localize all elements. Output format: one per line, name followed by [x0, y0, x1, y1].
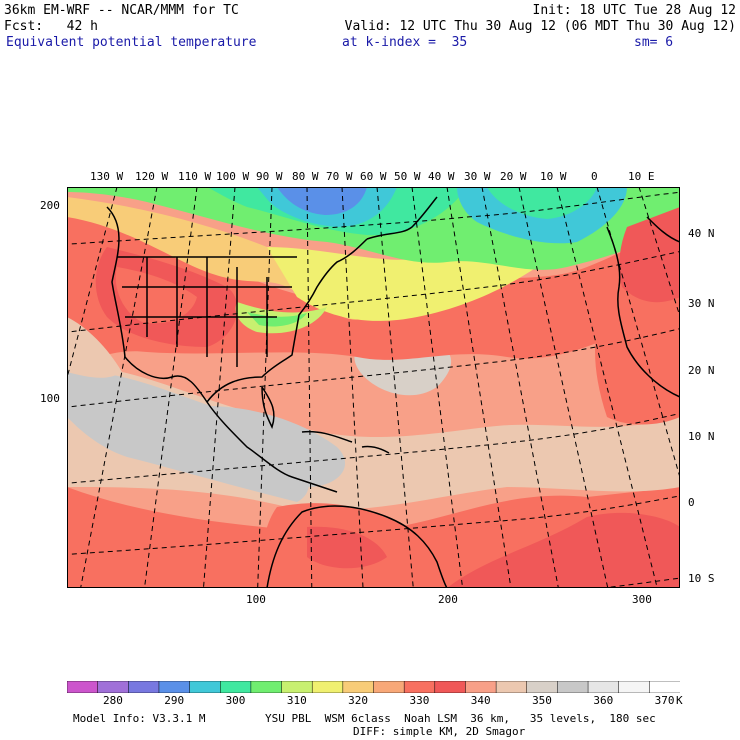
- lat-label: 10 S: [688, 572, 715, 585]
- lon-label: 50 W: [394, 170, 421, 183]
- colorbar-tick-label: 370: [654, 694, 675, 707]
- field-fill: [267, 247, 537, 321]
- colorbar-swatch: [281, 681, 313, 693]
- colorbar-swatch: [465, 681, 497, 693]
- grid-x-label: 300: [632, 593, 652, 606]
- level-label: at k-index = 35: [342, 35, 468, 50]
- lon-label: 10 E: [628, 170, 655, 183]
- physics-info: YSU PBL WSM 6class Noah LSM 36 km, 35 le…: [265, 712, 656, 725]
- colorbar-tick-label: 290: [164, 694, 185, 707]
- colorbar-swatch: [67, 681, 99, 693]
- field-fill: [447, 512, 680, 588]
- lon-label: 0: [591, 170, 598, 183]
- grid-x-label: 200: [438, 593, 458, 606]
- colorbar-swatch: [403, 681, 436, 693]
- field-fill: [307, 526, 387, 569]
- colorbar-swatch: [587, 681, 620, 693]
- colorbar-swatch: [649, 681, 680, 693]
- init-time: Init: 18 UTC Tue 28 Aug 12: [532, 3, 737, 18]
- field-fill: [67, 197, 367, 320]
- diffusion-info: DIFF: simple KM, 2D Smagor: [353, 725, 526, 738]
- colorbar-swatch: [557, 681, 589, 693]
- colorbar-swatch: [158, 681, 191, 693]
- grid-x-label: 100: [246, 593, 266, 606]
- lon-label: 30 W: [464, 170, 491, 183]
- grid-y-label: 200: [40, 199, 60, 212]
- field-fill: [619, 207, 680, 303]
- colorbar-swatch: [373, 681, 405, 693]
- lon-label: 40 W: [428, 170, 455, 183]
- colorbar-tick-label: 340: [470, 694, 491, 707]
- graticule: [67, 187, 680, 588]
- field-name: Equivalent potential temperature: [6, 35, 257, 50]
- lon-label: 70 W: [326, 170, 353, 183]
- field-fill: [247, 312, 307, 327]
- smoothing-label: sm= 6: [634, 35, 674, 50]
- lon-label: 80 W: [292, 170, 319, 183]
- lat-label: 40 N: [688, 227, 715, 240]
- model-title: 36km EM-WRF -- NCAR/MMM for TC: [4, 3, 239, 18]
- lon-label: 110 W: [178, 170, 212, 183]
- colorbar-tick-label: 310: [286, 694, 307, 707]
- colorbar-tick-label: 300: [225, 694, 246, 707]
- grid-y-label: 100: [40, 392, 60, 405]
- field-fill: [487, 187, 597, 219]
- colorbar: [67, 681, 680, 693]
- lon-label: 20 W: [500, 170, 527, 183]
- field-fill: [67, 317, 122, 378]
- colorbar-swatch: [495, 681, 528, 693]
- colorbar-swatch: [342, 681, 375, 693]
- lon-label: 90 W: [256, 170, 283, 183]
- lon-label: 10 W: [540, 170, 567, 183]
- valid-time: Valid: 12 UTC Thu 30 Aug 12 (06 MDT Thu …: [344, 19, 736, 34]
- map-frame: [67, 187, 680, 588]
- colorbar-tick-label: 280: [102, 694, 123, 707]
- colorbar-tick-label: 350: [532, 694, 552, 707]
- coastlines: [106, 196, 680, 588]
- lon-label: 120 W: [135, 170, 169, 183]
- theta-e-map: [67, 187, 680, 588]
- colorbar-swatch: [189, 681, 221, 693]
- colorbar-swatch: [618, 681, 651, 693]
- colorbar-swatch: [220, 681, 252, 693]
- colorbar-swatch: [128, 681, 160, 693]
- forecast-hour: Fcst: 42 h: [4, 19, 98, 34]
- colorbar-swatch: [97, 681, 130, 693]
- lat-label: 0: [688, 496, 695, 509]
- colorbar-swatch: [311, 681, 344, 693]
- colorbar-swatch: [526, 681, 559, 693]
- lat-label: 10 N: [688, 430, 715, 443]
- lat-label: 20 N: [688, 364, 715, 377]
- lon-label: 100 W: [216, 170, 250, 183]
- lon-label: 60 W: [360, 170, 387, 183]
- colorbar-tick-label: 320: [348, 694, 369, 707]
- model-info: Model Info: V3.3.1 M: [73, 712, 206, 725]
- colorbar-unit: K: [676, 694, 683, 707]
- colorbar-swatch: [434, 681, 467, 693]
- colorbar-tick-label: 360: [593, 694, 614, 707]
- field-fill: [67, 371, 309, 502]
- colorbar-swatch: [250, 681, 283, 693]
- field-fill: [277, 187, 367, 215]
- lon-label: 130 W: [90, 170, 124, 183]
- lat-label: 30 N: [688, 297, 715, 310]
- field-fill: [595, 297, 680, 425]
- colorbar-tick-label: 330: [409, 694, 430, 707]
